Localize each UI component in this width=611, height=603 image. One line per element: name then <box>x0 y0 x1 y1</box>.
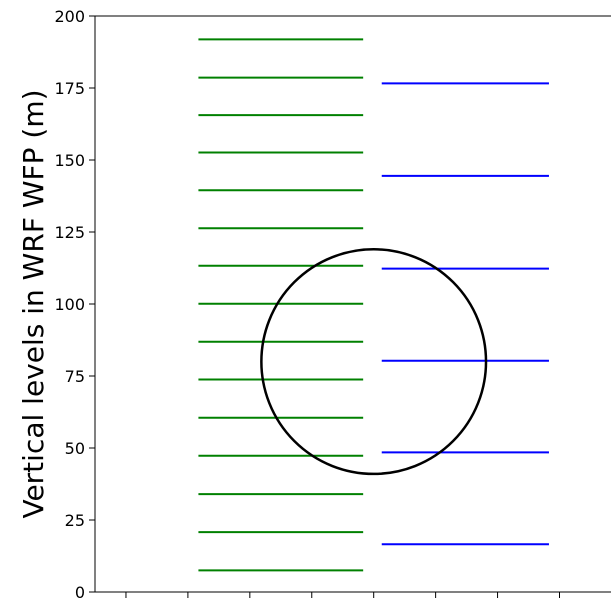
y-tick-label: 50 <box>65 439 85 458</box>
axes: 0 25 50 75 100 125 150 175 200 <box>54 7 611 602</box>
y-tick-label: 100 <box>54 295 85 314</box>
plot-area <box>198 38 549 572</box>
y-tick-label: 0 <box>75 583 85 602</box>
y-tick-label: 125 <box>54 223 85 242</box>
highlight-circle <box>260 248 488 476</box>
y-tick-label: 75 <box>65 367 85 386</box>
y-tick-label: 150 <box>54 151 85 170</box>
y-tick-label: 175 <box>54 79 85 98</box>
y-axis-title: Vertical levels in WRF WFP (m) <box>17 89 50 518</box>
y-tick-label: 200 <box>54 7 85 26</box>
annotation-layer <box>260 248 488 476</box>
y-tick-label: 25 <box>65 511 85 530</box>
